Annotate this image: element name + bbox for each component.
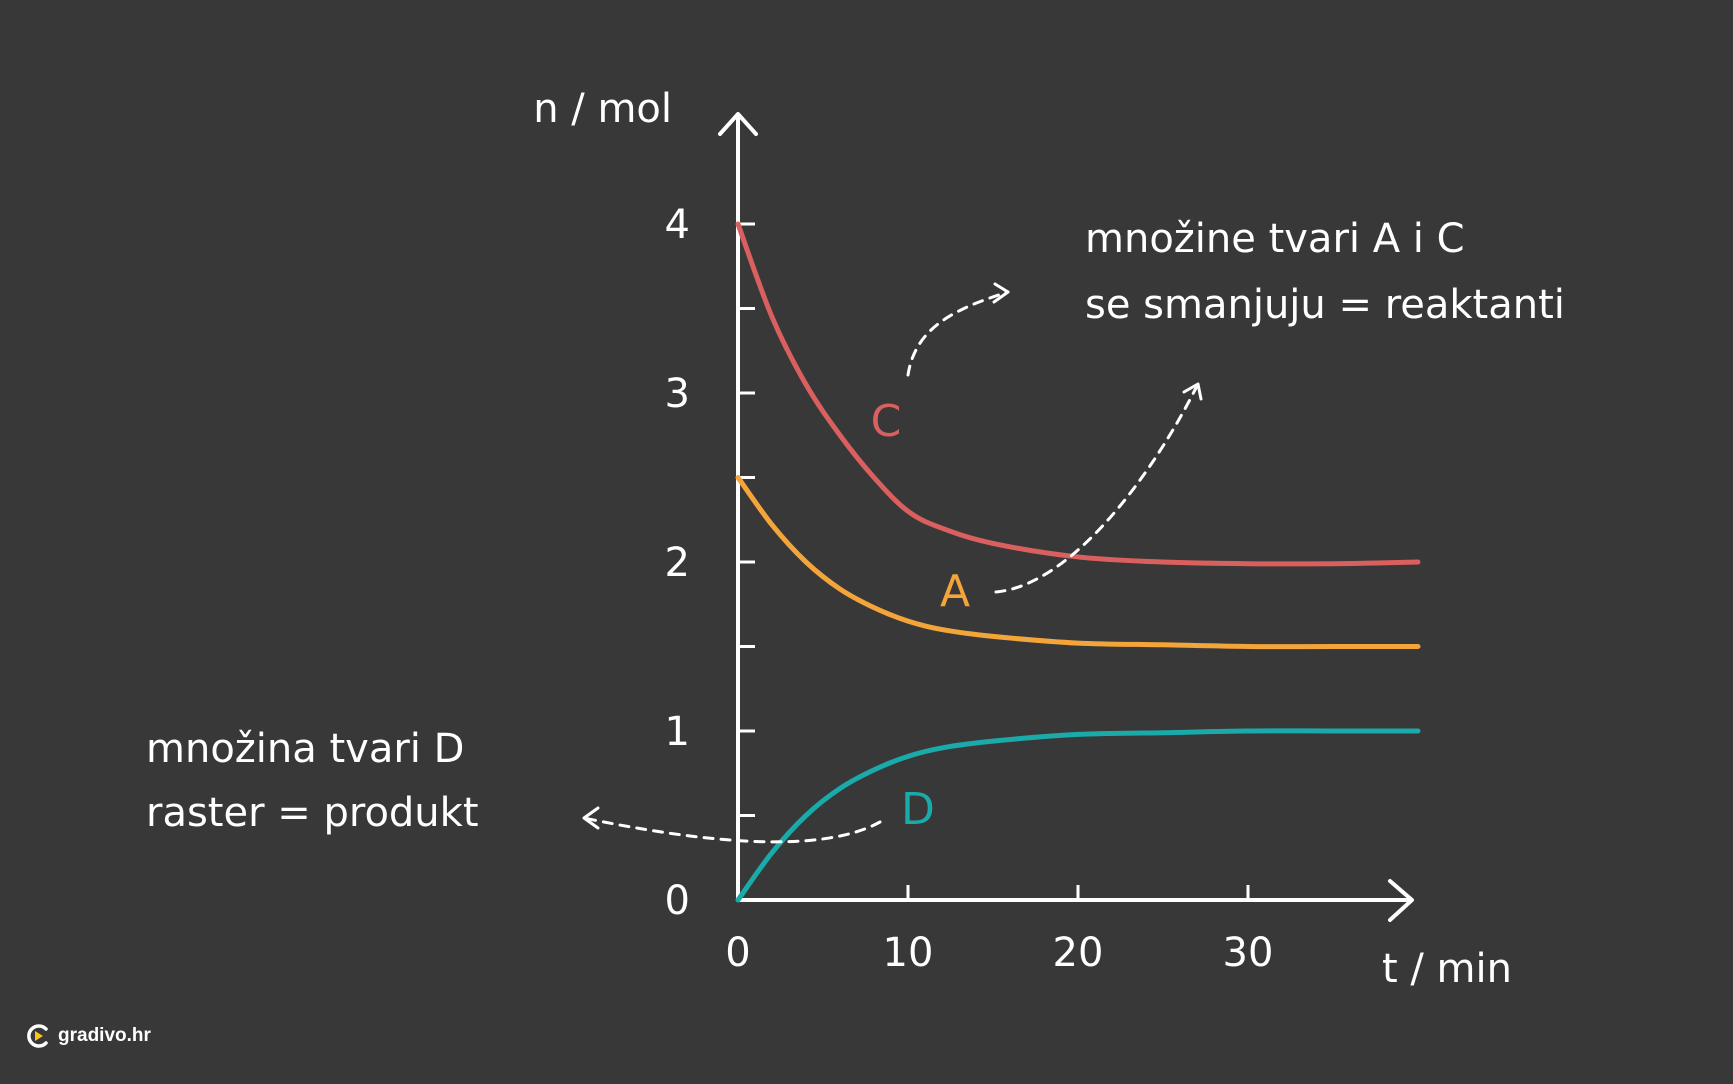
y-tick-label: 0 [665,878,690,924]
annotation-arrows [582,290,1200,844]
brand-logo-text: gradivo.hr [58,1025,151,1046]
brand-logo[interactable]: gradivo.hr [24,1022,151,1050]
series-line-a [735,475,1421,650]
brand-logo-icon [27,1024,48,1048]
x-tick-label: 0 [725,930,750,976]
axes [718,112,1414,922]
x-tick-label: 10 [883,930,934,976]
y-tick-label: 2 [665,540,690,586]
annotation-arrowheads [582,282,1203,830]
reactants-note-line2: se smanjuju = reaktanti [1085,282,1565,328]
product-note-line1: množina tvari D [146,726,464,772]
arrowhead-c [992,282,1010,304]
y-tick-label: 3 [665,371,690,417]
arrow-from-c [906,290,1010,377]
reactants-note-line1: množine tvari A i C [1085,216,1465,262]
x-axis-label: t / min [1382,946,1512,992]
y-axis-label: n / mol [533,86,672,132]
series-line-c [735,221,1421,567]
arrowhead-a [1182,382,1203,401]
series-line-d [735,728,1421,903]
series-label-a: A [940,566,970,617]
x-tick-label: 30 [1223,930,1274,976]
arrowhead-d [582,806,600,830]
series-label-d: D [901,784,935,835]
y-tick-label: 1 [665,709,690,755]
product-note-line2: raster = produkt [146,790,479,836]
x-axis-arrowhead [1388,879,1414,922]
series-group [735,221,1421,903]
y-tick-label: 4 [665,202,690,248]
arrow-from-d [582,816,882,844]
x-tick-label: 20 [1053,930,1104,976]
series-label-c: C [871,396,902,447]
tick-group: 0 10 20 30 0 1 2 3 4 [665,202,1274,976]
arrow-from-a [994,382,1200,594]
y-axis-arrowhead [718,112,758,136]
